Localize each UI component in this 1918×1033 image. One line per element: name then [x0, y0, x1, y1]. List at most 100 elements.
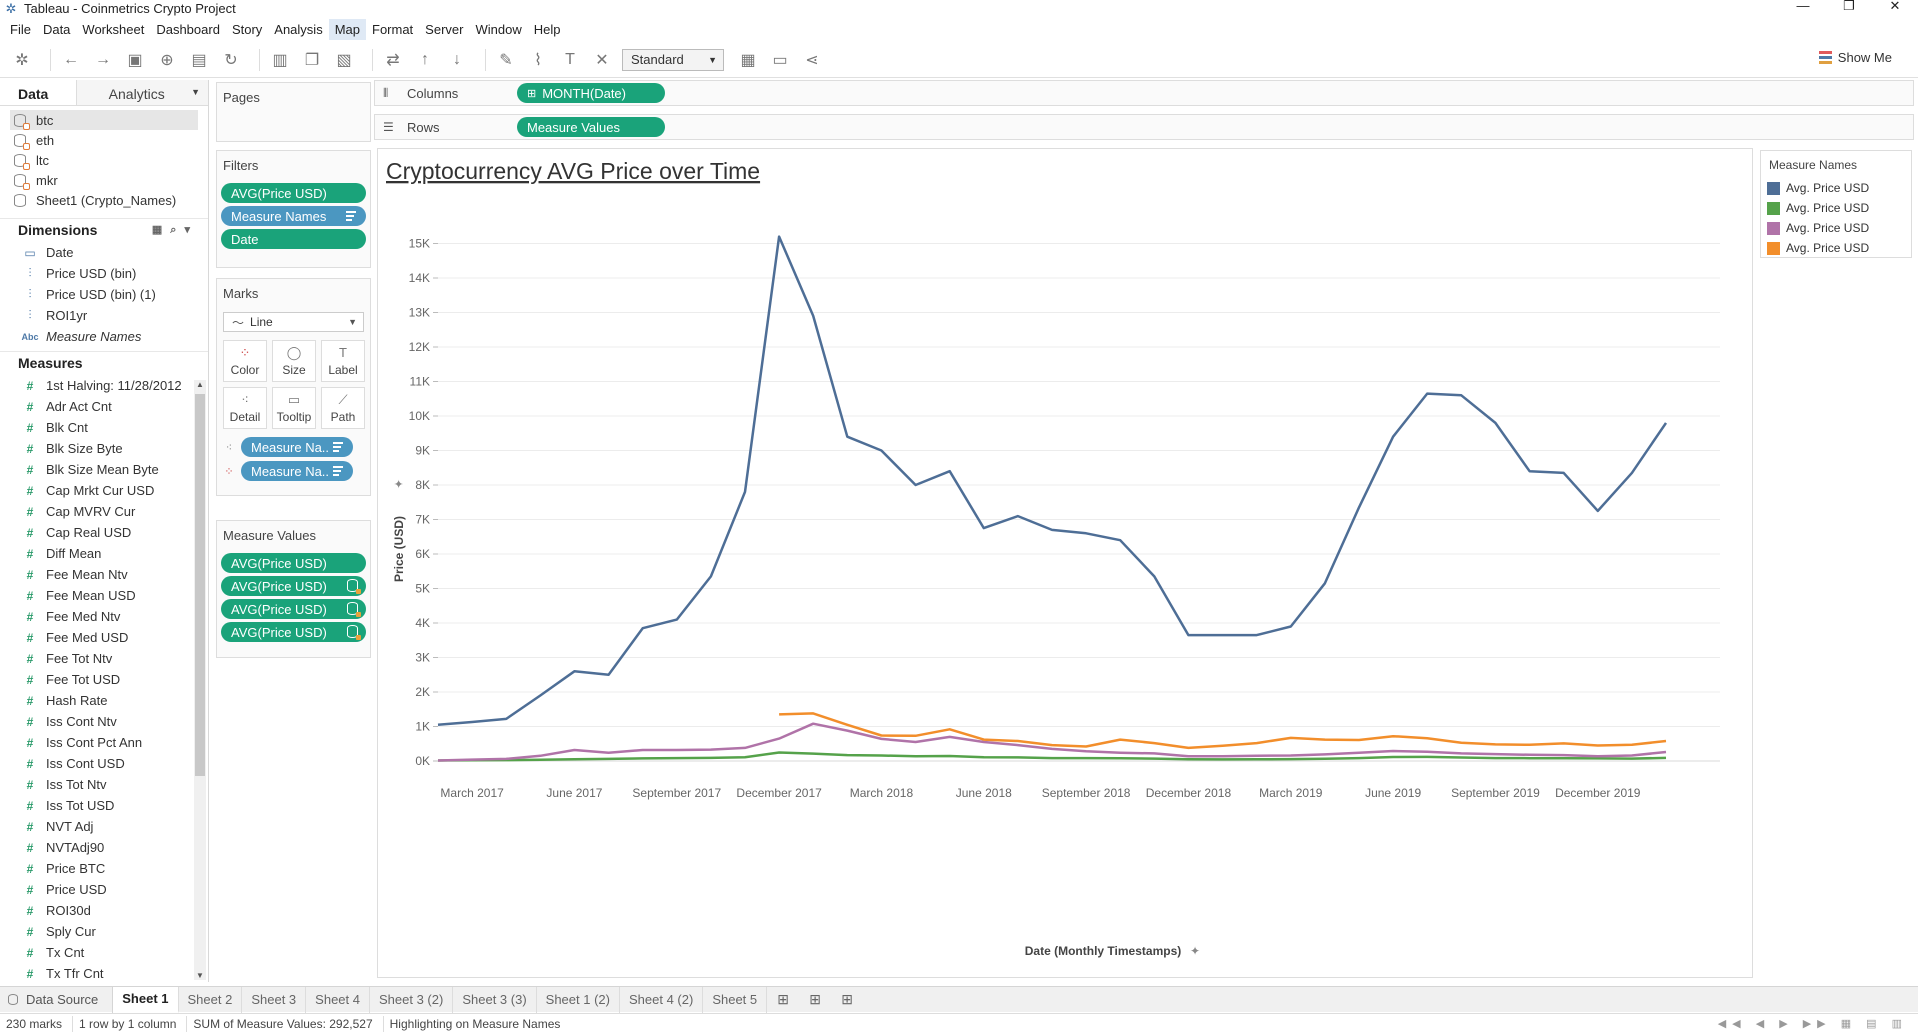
- new-worksheet-icon[interactable]: ⊞: [777, 991, 789, 1007]
- measure-field[interactable]: # Iss Cont Pct Ann: [0, 732, 208, 753]
- line-chart[interactable]: Cryptocurrency AVG Price over Time 0K 1K 2K…: [378, 149, 1754, 979]
- scroll-up-icon[interactable]: ▲: [196, 380, 204, 389]
- detail-button[interactable]: ⁖ Detail: [223, 387, 267, 429]
- data-source-eth[interactable]: eth: [10, 130, 208, 150]
- measure-field[interactable]: # Blk Size Mean Byte: [0, 459, 208, 480]
- filters-card[interactable]: Filters AVG(Price USD) Measure Names Dat…: [216, 150, 371, 268]
- measure-field[interactable]: # Fee Tot USD: [0, 669, 208, 690]
- sort-descending-icon[interactable]: ↓: [453, 50, 461, 68]
- minimize-button[interactable]: —: [1796, 0, 1810, 13]
- measure-field[interactable]: # Adr Act Cnt: [0, 396, 208, 417]
- measure-field[interactable]: # Fee Med Ntv: [0, 606, 208, 627]
- size-button[interactable]: ◯ Size: [272, 340, 316, 382]
- measure-field[interactable]: # NVTAdj90: [0, 837, 208, 858]
- measure-field[interactable]: # Tx Tfr Cnt: [0, 963, 208, 984]
- legend-item[interactable]: Avg. Price USD: [1761, 218, 1911, 238]
- measures-scrollbar[interactable]: ▲ ▼: [194, 380, 206, 980]
- new-worksheet-icon[interactable]: ▥: [272, 51, 288, 69]
- show-me-button[interactable]: Show Me: [1818, 50, 1892, 65]
- dimension-field[interactable]: Abc Measure Names: [0, 326, 208, 347]
- menu-worksheet[interactable]: Worksheet: [82, 21, 145, 37]
- measure-field[interactable]: # NVT Adj: [0, 816, 208, 837]
- mark-pill-color[interactable]: Measure Na..: [241, 461, 353, 481]
- fix-axes-icon[interactable]: ✕: [595, 51, 609, 69]
- sheet-tab[interactable]: Sheet 4 (2): [620, 986, 704, 1013]
- menu-dashboard[interactable]: Dashboard: [156, 21, 220, 37]
- pause-updates-icon[interactable]: ▤: [191, 51, 207, 69]
- legend-item[interactable]: Avg. Price USD: [1761, 238, 1911, 258]
- menu-window[interactable]: Window: [475, 21, 522, 37]
- chevron-down-icon[interactable]: ▾: [184, 224, 198, 236]
- measure-value-pill[interactable]: AVG(Price USD): [221, 622, 366, 642]
- rows-pill[interactable]: Measure Values: [517, 117, 665, 137]
- measure-field[interactable]: # Fee Med USD: [0, 627, 208, 648]
- label-button[interactable]: T Label: [321, 340, 365, 382]
- tooltip-button[interactable]: ▭ Tooltip: [272, 387, 316, 429]
- filter-pill[interactable]: AVG(Price USD): [221, 183, 366, 203]
- data-source-mkr[interactable]: mkr: [10, 170, 208, 190]
- dimension-field[interactable]: ⫶ ROI1yr: [0, 305, 208, 326]
- data-source-btc[interactable]: btc: [10, 110, 198, 130]
- series-line-4[interactable]: [779, 712, 1667, 750]
- menu-story[interactable]: Story: [231, 21, 263, 37]
- sheet-tab[interactable]: Sheet 5: [703, 986, 768, 1013]
- data-source-sheet1[interactable]: Sheet1 (Crypto_Names): [10, 190, 208, 210]
- group-members-icon[interactable]: ⌇: [534, 51, 542, 69]
- menu-map[interactable]: Map: [328, 18, 366, 40]
- sheet-tab[interactable]: Sheet 3 (3): [453, 986, 537, 1013]
- measure-value-pill[interactable]: AVG(Price USD): [221, 599, 366, 619]
- show-mark-labels-icon[interactable]: T: [565, 50, 575, 68]
- save-icon[interactable]: ▣: [127, 51, 143, 69]
- tableau-home-icon[interactable]: ✲: [15, 51, 29, 69]
- measure-field[interactable]: # ROI30d: [0, 900, 208, 921]
- worksheet-view[interactable]: Cryptocurrency AVG Price over Time 0K 1K 2K…: [377, 148, 1753, 978]
- sheet-tab[interactable]: Sheet 1: [113, 986, 179, 1013]
- sheet-tab[interactable]: Sheet 2: [179, 986, 243, 1013]
- measure-field[interactable]: # Price USD: [0, 879, 208, 900]
- swap-rows-columns-icon[interactable]: ⇄: [386, 51, 400, 69]
- color-button[interactable]: ⁘ Color: [223, 340, 267, 382]
- series-line-3[interactable]: [437, 722, 1667, 762]
- menu-help[interactable]: Help: [533, 21, 561, 37]
- sheet-tab[interactable]: Sheet 4: [306, 986, 370, 1013]
- filter-pill[interactable]: Date: [221, 229, 366, 249]
- redo-icon[interactable]: →: [95, 50, 111, 68]
- measure-field[interactable]: # Iss Tot Ntv: [0, 774, 208, 795]
- legend-item[interactable]: Avg. Price USD: [1761, 178, 1911, 198]
- scrollbar-thumb[interactable]: [195, 394, 205, 776]
- restore-button[interactable]: ❐: [1843, 0, 1855, 13]
- measure-field[interactable]: # Fee Tot Ntv: [0, 648, 208, 669]
- measure-field[interactable]: # Cap Real USD: [0, 522, 208, 543]
- measure-field[interactable]: # Fee Mean Ntv: [0, 564, 208, 585]
- pages-card[interactable]: Pages: [216, 82, 371, 142]
- show-cards-icon[interactable]: ▦: [740, 51, 756, 69]
- series-line-1[interactable]: [437, 235, 1668, 727]
- new-dashboard-icon[interactable]: ⊞: [809, 991, 821, 1007]
- measure-value-pill[interactable]: AVG(Price USD): [221, 576, 366, 596]
- refresh-icon[interactable]: ↻: [224, 51, 238, 69]
- sheet-tab[interactable]: Sheet 1 (2): [537, 986, 620, 1013]
- color-legend[interactable]: Measure Names Avg. Price USD Avg. Price U…: [1760, 150, 1912, 258]
- measure-field[interactable]: # Blk Size Byte: [0, 438, 208, 459]
- path-button[interactable]: ⟋ Path: [321, 387, 365, 429]
- measure-field[interactable]: # Iss Cont Ntv: [0, 711, 208, 732]
- measure-field[interactable]: # Cap MVRV Cur: [0, 501, 208, 522]
- measure-field[interactable]: # Iss Tot USD: [0, 795, 208, 816]
- sheet-tab[interactable]: Sheet 3 (2): [370, 986, 454, 1013]
- view-toggle-icon[interactable]: ▦: [151, 224, 171, 236]
- tab-analytics[interactable]: Analytics ▼: [75, 80, 208, 105]
- data-source-tab[interactable]: Data Source: [0, 986, 114, 1013]
- measure-field[interactable]: # Cap Mrkt Cur USD: [0, 480, 208, 501]
- measure-value-pill[interactable]: AVG(Price USD): [221, 553, 366, 573]
- columns-pill[interactable]: ⊞ MONTH(Date): [517, 83, 665, 103]
- data-source-ltc[interactable]: ltc: [10, 150, 208, 170]
- highlight-icon[interactable]: ✎: [499, 51, 513, 69]
- close-button[interactable]: ✕: [1889, 0, 1901, 13]
- menu-format[interactable]: Format: [372, 21, 414, 37]
- series-line-2[interactable]: [437, 751, 1667, 762]
- legend-item[interactable]: Avg. Price USD: [1761, 198, 1911, 218]
- measure-field[interactable]: # Blk Cnt: [0, 417, 208, 438]
- scroll-down-icon[interactable]: ▼: [196, 971, 204, 980]
- menu-server[interactable]: Server: [425, 21, 464, 37]
- fit-select[interactable]: Standard ▼: [622, 48, 724, 71]
